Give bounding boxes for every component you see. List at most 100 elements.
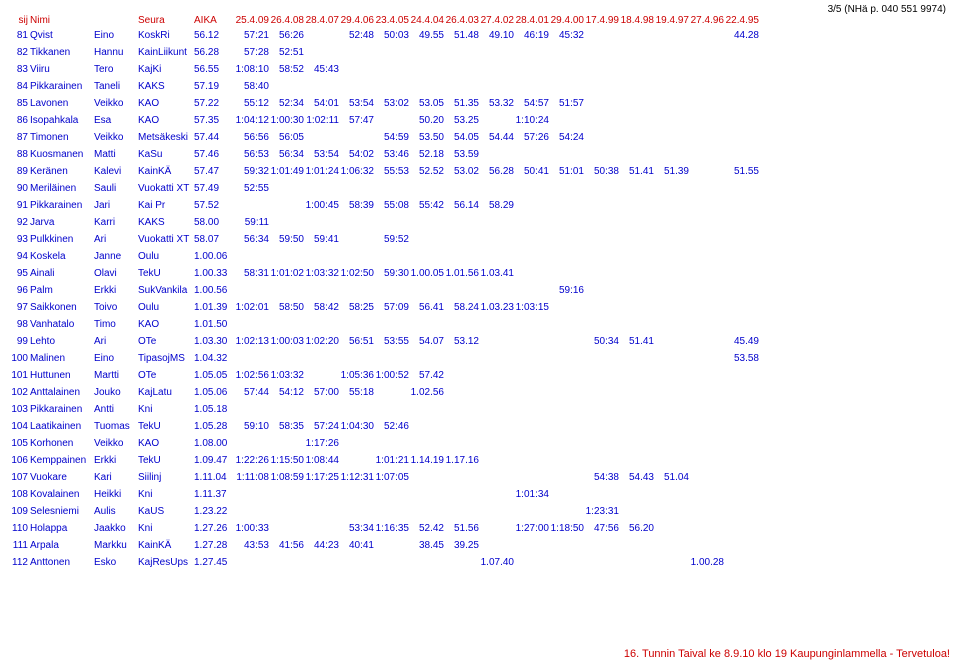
cell-firstname: Eino xyxy=(94,29,138,42)
cell-sij: 100 xyxy=(6,352,30,365)
cell-d8: 50:41 xyxy=(514,165,549,178)
cell-d5: 52.52 xyxy=(409,165,444,178)
cell-sij: 101 xyxy=(6,369,30,382)
cell-firstname: Timo xyxy=(94,318,138,331)
cell-d1: 56:34 xyxy=(269,148,304,161)
cell-sij: 92 xyxy=(6,216,30,229)
cell-sij: 81 xyxy=(6,29,30,42)
cell-seura: KAO xyxy=(138,97,194,110)
hdr-seura: Seura xyxy=(138,15,194,26)
table-row: 86IsopahkalaEsaKAO57.351:04:121:00:301:0… xyxy=(6,114,954,131)
cell-sij: 99 xyxy=(6,335,30,348)
cell-firstname: Martti xyxy=(94,369,138,382)
cell-d1: 41:56 xyxy=(269,539,304,552)
cell-firstname: Jari xyxy=(94,199,138,212)
cell-d8: 46:19 xyxy=(514,29,549,42)
cell-lastname: Kuosmanen xyxy=(30,148,94,161)
cell-d10: 50:34 xyxy=(584,335,619,348)
cell-d5: 1.14.19 xyxy=(409,454,444,467)
hdr-date-1: 26.4.08 xyxy=(269,15,304,26)
cell-d0: 55:12 xyxy=(234,97,269,110)
cell-firstname: Esa xyxy=(94,114,138,127)
cell-sij: 98 xyxy=(6,318,30,331)
cell-aika: 1.11.37 xyxy=(194,488,234,501)
cell-d0: 1:02:13 xyxy=(234,335,269,348)
cell-d0: 57:21 xyxy=(234,29,269,42)
cell-d5: 54.07 xyxy=(409,335,444,348)
cell-d7: 49.10 xyxy=(479,29,514,42)
cell-lastname: Pulkkinen xyxy=(30,233,94,246)
cell-seura: Oulu xyxy=(138,301,194,314)
cell-d3: 1:06:32 xyxy=(339,165,374,178)
cell-d6: 58.24 xyxy=(444,301,479,314)
cell-lastname: Kovalainen xyxy=(30,488,94,501)
cell-lastname: Viiru xyxy=(30,63,94,76)
table-row: 111ArpalaMarkkuKainKÄ1.27.2843:5341:5644… xyxy=(6,539,954,556)
cell-lastname: Isopahkala xyxy=(30,114,94,127)
cell-d4: 1:07:05 xyxy=(374,471,409,484)
cell-aika: 58.07 xyxy=(194,233,234,246)
table-header: sijNimiSeuraAIKA25.4.0926.4.0828.4.0729.… xyxy=(6,15,954,29)
cell-lastname: Pikkarainen xyxy=(30,403,94,416)
cell-aika: 57.49 xyxy=(194,182,234,195)
cell-firstname: Ari xyxy=(94,335,138,348)
hdr-date-3: 29.4.06 xyxy=(339,15,374,26)
cell-d11: 51.41 xyxy=(619,165,654,178)
cell-d5: 52.42 xyxy=(409,522,444,535)
cell-d3: 52:48 xyxy=(339,29,374,42)
cell-d3: 55:18 xyxy=(339,386,374,399)
cell-d9: 1:18:50 xyxy=(549,522,584,535)
hdr-date-8: 28.4.01 xyxy=(514,15,549,26)
cell-d4: 52:46 xyxy=(374,420,409,433)
table-row: 105KorhonenVeikkoKAO1.08.001:17:26 xyxy=(6,437,954,454)
cell-seura: KainKÄ xyxy=(138,165,194,178)
cell-aika: 57.22 xyxy=(194,97,234,110)
cell-firstname: Toivo xyxy=(94,301,138,314)
cell-lastname: Tikkanen xyxy=(30,46,94,59)
cell-d5: 53.05 xyxy=(409,97,444,110)
cell-d5: 49.55 xyxy=(409,29,444,42)
table-row: 83ViiruTeroKajKi56.551:08:1058:5245:43 xyxy=(6,63,954,80)
cell-d10: 50:38 xyxy=(584,165,619,178)
cell-d5: 52.18 xyxy=(409,148,444,161)
cell-d1: 1:01:49 xyxy=(269,165,304,178)
cell-lastname: Pikkarainen xyxy=(30,199,94,212)
cell-aika: 1.27.45 xyxy=(194,556,234,569)
cell-aika: 1.00.06 xyxy=(194,250,234,263)
cell-d1: 1:08:59 xyxy=(269,471,304,484)
cell-d4: 59:30 xyxy=(374,267,409,280)
cell-d7: 56.28 xyxy=(479,165,514,178)
cell-lastname: Ainali xyxy=(30,267,94,280)
cell-lastname: Holappa xyxy=(30,522,94,535)
cell-d10: 47:56 xyxy=(584,522,619,535)
cell-d1: 52:51 xyxy=(269,46,304,59)
cell-d2: 54:01 xyxy=(304,97,339,110)
cell-seura: Kni xyxy=(138,403,194,416)
cell-d6: 51.56 xyxy=(444,522,479,535)
cell-d9: 45:32 xyxy=(549,29,584,42)
cell-seura: KajKi xyxy=(138,63,194,76)
cell-d13: 1.00.28 xyxy=(689,556,724,569)
table-row: 109SelesniemiAulisKaUS1.23.221:23:31 xyxy=(6,505,954,522)
table-row: 107VuokareKariSiilinj1.11.041:11:081:08:… xyxy=(6,471,954,488)
cell-d3: 1:05:36 xyxy=(339,369,374,382)
cell-aika: 1.03.30 xyxy=(194,335,234,348)
footer-text: 16. Tunnin Taival ke 8.9.10 klo 19 Kaupu… xyxy=(624,648,950,660)
cell-d0: 57:28 xyxy=(234,46,269,59)
cell-d12: 51.39 xyxy=(654,165,689,178)
cell-aika: 1.08.00 xyxy=(194,437,234,450)
cell-lastname: Laatikainen xyxy=(30,420,94,433)
cell-sij: 86 xyxy=(6,114,30,127)
cell-d0: 59:10 xyxy=(234,420,269,433)
cell-seura: KAKS xyxy=(138,216,194,229)
cell-aika: 1.23.22 xyxy=(194,505,234,518)
cell-d0: 57:44 xyxy=(234,386,269,399)
cell-seura: KAKS xyxy=(138,80,194,93)
cell-seura: KaUS xyxy=(138,505,194,518)
cell-lastname: Anttonen xyxy=(30,556,94,569)
cell-d0: 1:00:33 xyxy=(234,522,269,535)
table-row: 104LaatikainenTuomasTekU1.05.2859:1058:3… xyxy=(6,420,954,437)
cell-aika: 1.27.26 xyxy=(194,522,234,535)
cell-d7: 54.44 xyxy=(479,131,514,144)
table-row: 91PikkarainenJariKai Pr57.521:00:4558:39… xyxy=(6,199,954,216)
